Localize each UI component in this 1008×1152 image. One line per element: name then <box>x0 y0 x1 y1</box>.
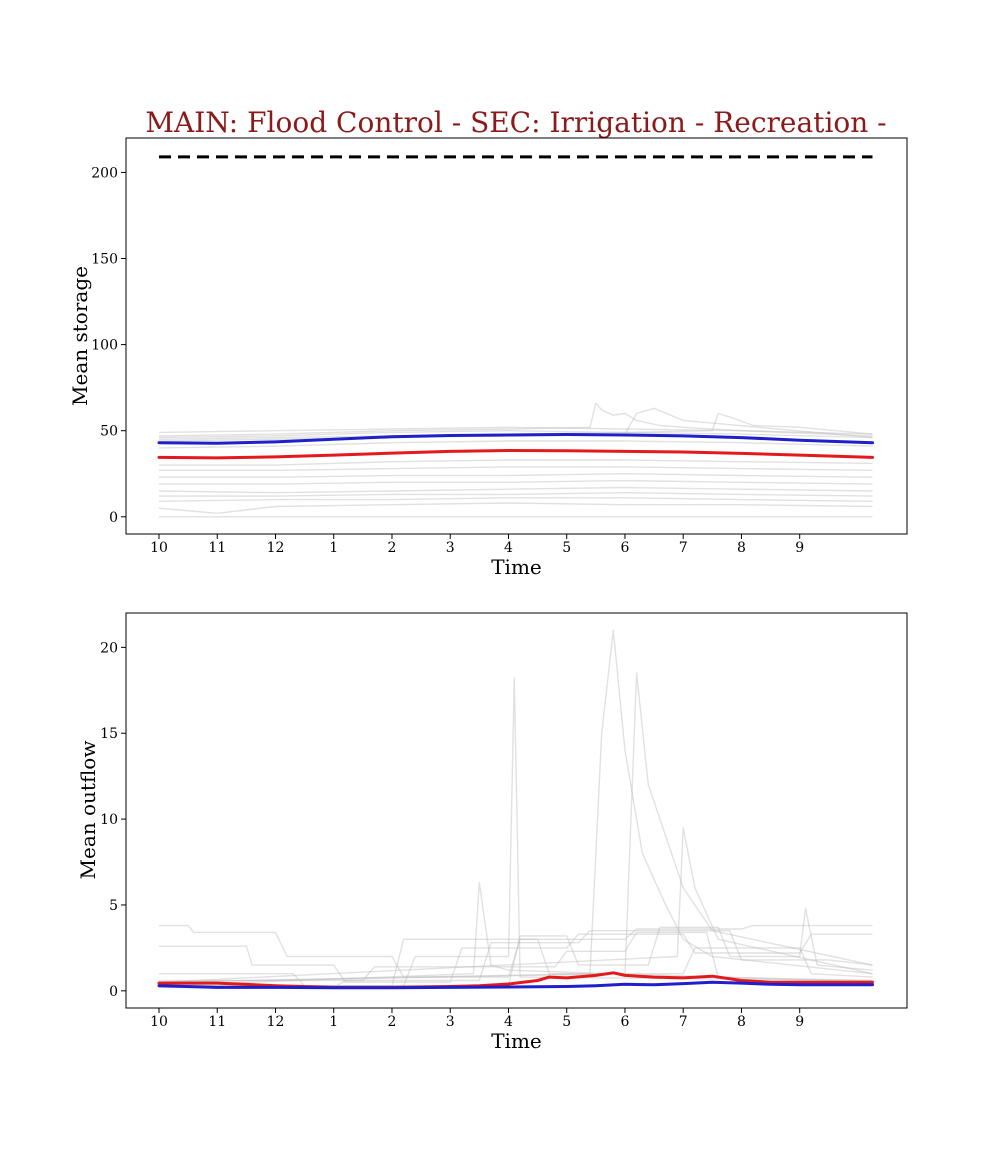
outflow-ensemble-line-8 <box>159 938 873 987</box>
storage-mean-line-blue <box>157 433 874 445</box>
storage-x-tick-label: 6 <box>620 540 629 556</box>
storage-ensemble-lines <box>158 402 873 518</box>
storage-ensemble-line-8 <box>158 486 873 494</box>
storage-ensemble-line-11 <box>158 502 873 514</box>
outflow-x-ticks: 10 11 12 1 2 3 4 5 6 7 8 9 <box>150 1008 804 1030</box>
storage-x-tick-label: 1 <box>329 540 338 556</box>
storage-x-tick-label: 12 <box>267 540 285 556</box>
outflow-y-axis-label: Mean outflow <box>76 741 100 880</box>
storage-y-ticks: 0 50 100 150 200 <box>91 165 126 526</box>
outflow-ensemble-line-10 <box>159 907 873 987</box>
outflow-x-tick-label: 9 <box>795 1014 804 1030</box>
outflow-x-tick-label: 8 <box>737 1014 746 1030</box>
storage-y-tick-label: 150 <box>91 252 118 268</box>
outflow-x-tick-label: 2 <box>388 1014 397 1030</box>
outflow-x-tick-label: 7 <box>679 1014 688 1030</box>
storage-x-axis-label: Time <box>491 555 542 579</box>
outflow-ensemble-line-6 <box>159 924 873 978</box>
outflow-x-tick-label: 3 <box>446 1014 455 1030</box>
storage-x-tick-label: 5 <box>562 540 571 556</box>
storage-ensemble-line-5 <box>159 466 873 471</box>
storage-ensemble-line-13 <box>158 402 873 437</box>
outflow-ensemble-line-11 <box>159 931 873 982</box>
outflow-y-tick-label: 20 <box>100 640 118 656</box>
outflow-plot-frame <box>125 612 908 1009</box>
outflow-ensemble-line-5 <box>158 881 873 987</box>
outflow-ensemble-line-9 <box>159 930 873 989</box>
outflow-x-tick-label: 4 <box>504 1014 513 1030</box>
storage-ensemble-line-2 <box>158 430 873 439</box>
storage-y-tick-label: 100 <box>91 338 118 354</box>
outflow-y-tick-label: 0 <box>109 984 118 1000</box>
outflow-y-tick-label: 10 <box>100 812 118 828</box>
outflow-x-tick-label: 10 <box>150 1014 168 1030</box>
storage-y-tick-label: 200 <box>91 165 118 181</box>
outflow-y-ticks: 0 5 10 15 20 <box>100 640 126 1000</box>
storage-y-axis-label: Mean storage <box>68 266 92 406</box>
outflow-ensemble-lines <box>158 629 873 989</box>
storage-x-tick-label: 10 <box>150 540 168 556</box>
outflow-mean-line-blue <box>157 980 874 990</box>
storage-y-tick-label: 0 <box>109 510 118 526</box>
outflow-y-tick-label: 5 <box>109 898 118 914</box>
storage-x-tick-label: 3 <box>446 540 455 556</box>
outflow-y-tick-label: 15 <box>100 726 118 742</box>
outflow-ensemble-line-4 <box>158 827 873 983</box>
outflow-x-tick-label: 1 <box>329 1014 338 1030</box>
storage-ensemble-line-9 <box>159 492 873 497</box>
storage-x-ticks: 10 11 12 1 2 3 4 5 6 7 8 9 <box>150 534 804 556</box>
storage-mean-line-red <box>157 449 874 460</box>
storage-x-tick-label: 11 <box>208 540 226 556</box>
outflow-x-tick-label: 6 <box>620 1014 629 1030</box>
storage-ensemble-line-1 <box>158 426 873 435</box>
outflow-x-tick-label: 5 <box>562 1014 571 1030</box>
storage-ensemble-line-10 <box>158 497 873 502</box>
storage-x-tick-label: 2 <box>388 540 397 556</box>
storage-ensemble-line-7 <box>159 479 873 485</box>
outflow-mean-lines <box>157 971 874 990</box>
storage-ensemble-line-4 <box>159 459 873 466</box>
outflow-ensemble-line-7 <box>159 933 873 983</box>
storage-mean-lines <box>157 155 874 460</box>
storage-x-tick-label: 8 <box>737 540 746 556</box>
storage-x-tick-label: 7 <box>679 540 688 556</box>
outflow-ensemble-line-1 <box>159 677 873 987</box>
outflow-ensemble-line-2 <box>158 629 873 983</box>
storage-x-tick-label: 9 <box>795 540 804 556</box>
outflow-x-tick-label: 11 <box>208 1014 226 1030</box>
storage-x-tick-label: 4 <box>504 540 513 556</box>
outflow-x-axis-label: Time <box>491 1029 542 1053</box>
storage-plot-frame <box>125 137 908 535</box>
storage-ensemble-line-6 <box>159 473 873 478</box>
outflow-ensemble-line-3 <box>158 672 873 983</box>
storage-ensemble-line-3 <box>158 440 873 449</box>
storage-y-tick-label: 50 <box>100 424 118 440</box>
chart-title: MAIN: Flood Control - SEC: Irrigation - … <box>145 106 886 139</box>
outflow-x-tick-label: 12 <box>267 1014 285 1030</box>
